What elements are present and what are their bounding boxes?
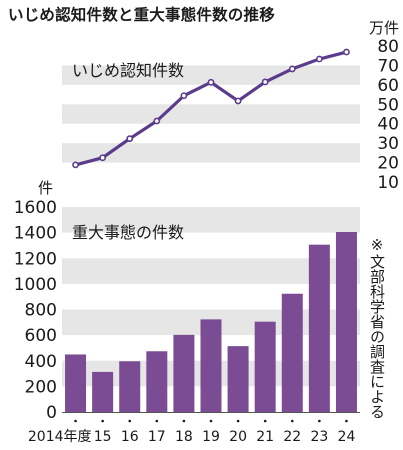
line-point xyxy=(180,92,188,100)
bar xyxy=(65,354,87,412)
x-tick-dot xyxy=(345,419,348,423)
bar-unit-label: 件 xyxy=(38,179,53,197)
x-tick-dot xyxy=(236,419,240,423)
x-tick-label: 20 xyxy=(229,429,247,445)
x-tick-label: 2014年度 xyxy=(28,429,92,445)
line-grid-band xyxy=(62,104,360,124)
source-note: ※文部科学省の調査による xyxy=(368,236,386,419)
line-point xyxy=(153,117,161,125)
bar xyxy=(92,371,114,412)
line-point xyxy=(315,55,323,63)
x-tick-label: 21 xyxy=(256,429,274,445)
x-tick-label: 24 xyxy=(338,429,356,445)
line-grid-band xyxy=(62,143,360,163)
line-point xyxy=(207,78,215,86)
bar xyxy=(281,293,303,412)
line-grid-band xyxy=(62,65,360,85)
line-unit-label: 万件 xyxy=(369,19,399,37)
bar-y-tick: 400 xyxy=(25,352,57,372)
bar-grid-band xyxy=(62,207,360,233)
line-y-tick: 70 xyxy=(377,56,399,76)
bar-y-tick: 1200 xyxy=(14,249,57,269)
bar-y-tick: 1400 xyxy=(14,224,57,244)
x-tick-label: 17 xyxy=(148,429,166,445)
bar xyxy=(200,319,222,412)
line-y-tick: 80 xyxy=(377,37,399,57)
line-y-tick: 50 xyxy=(377,95,399,115)
x-tick-dot xyxy=(290,419,294,423)
bar-y-tick: 800 xyxy=(25,301,57,321)
bar-y-tick: 600 xyxy=(25,326,57,346)
line-point xyxy=(126,135,134,143)
x-tick-dot xyxy=(74,419,77,423)
bar-y-tick: 0 xyxy=(46,403,57,423)
line-y-tick: 30 xyxy=(377,134,399,154)
bar-chart-title: 重大事態の件数 xyxy=(72,223,184,242)
line-y-tick: 40 xyxy=(377,115,399,135)
x-tick-dot xyxy=(155,419,159,423)
x-tick-label: 23 xyxy=(310,429,328,445)
x-tick-dot xyxy=(128,419,132,423)
line-point xyxy=(343,48,350,56)
page-title: いじめ認知件数と重大事態件数の推移 xyxy=(8,6,275,24)
line-y-tick: 60 xyxy=(377,76,399,96)
x-tick-dot xyxy=(318,419,321,423)
line-point xyxy=(99,154,107,162)
bar xyxy=(335,231,357,412)
x-tick-label: 18 xyxy=(175,429,193,445)
x-tick-dot xyxy=(182,419,186,423)
x-tick-dot xyxy=(209,419,213,423)
x-tick-label: 22 xyxy=(283,429,301,445)
line-y-tick: 10 xyxy=(377,173,399,193)
x-tick-label: 15 xyxy=(94,429,112,445)
line-point xyxy=(72,161,79,169)
bar xyxy=(254,321,276,412)
line-point xyxy=(288,65,296,73)
line-y-tick: 20 xyxy=(377,154,399,174)
line-chart-title: いじめ認知件数 xyxy=(72,61,184,80)
bar xyxy=(146,351,168,412)
bar xyxy=(227,346,249,412)
bar xyxy=(308,244,330,412)
bar-y-tick: 1000 xyxy=(14,275,57,295)
x-tick-label: 19 xyxy=(202,429,220,445)
bar-y-tick: 200 xyxy=(25,377,57,397)
bar-y-tick: 1600 xyxy=(14,198,57,218)
x-tick-dot xyxy=(263,419,267,423)
x-tick-label: 16 xyxy=(121,429,139,445)
bar xyxy=(173,334,195,412)
line-point xyxy=(234,97,242,105)
line-point xyxy=(261,78,269,86)
x-tick-dot xyxy=(101,419,104,423)
bar xyxy=(119,361,141,412)
